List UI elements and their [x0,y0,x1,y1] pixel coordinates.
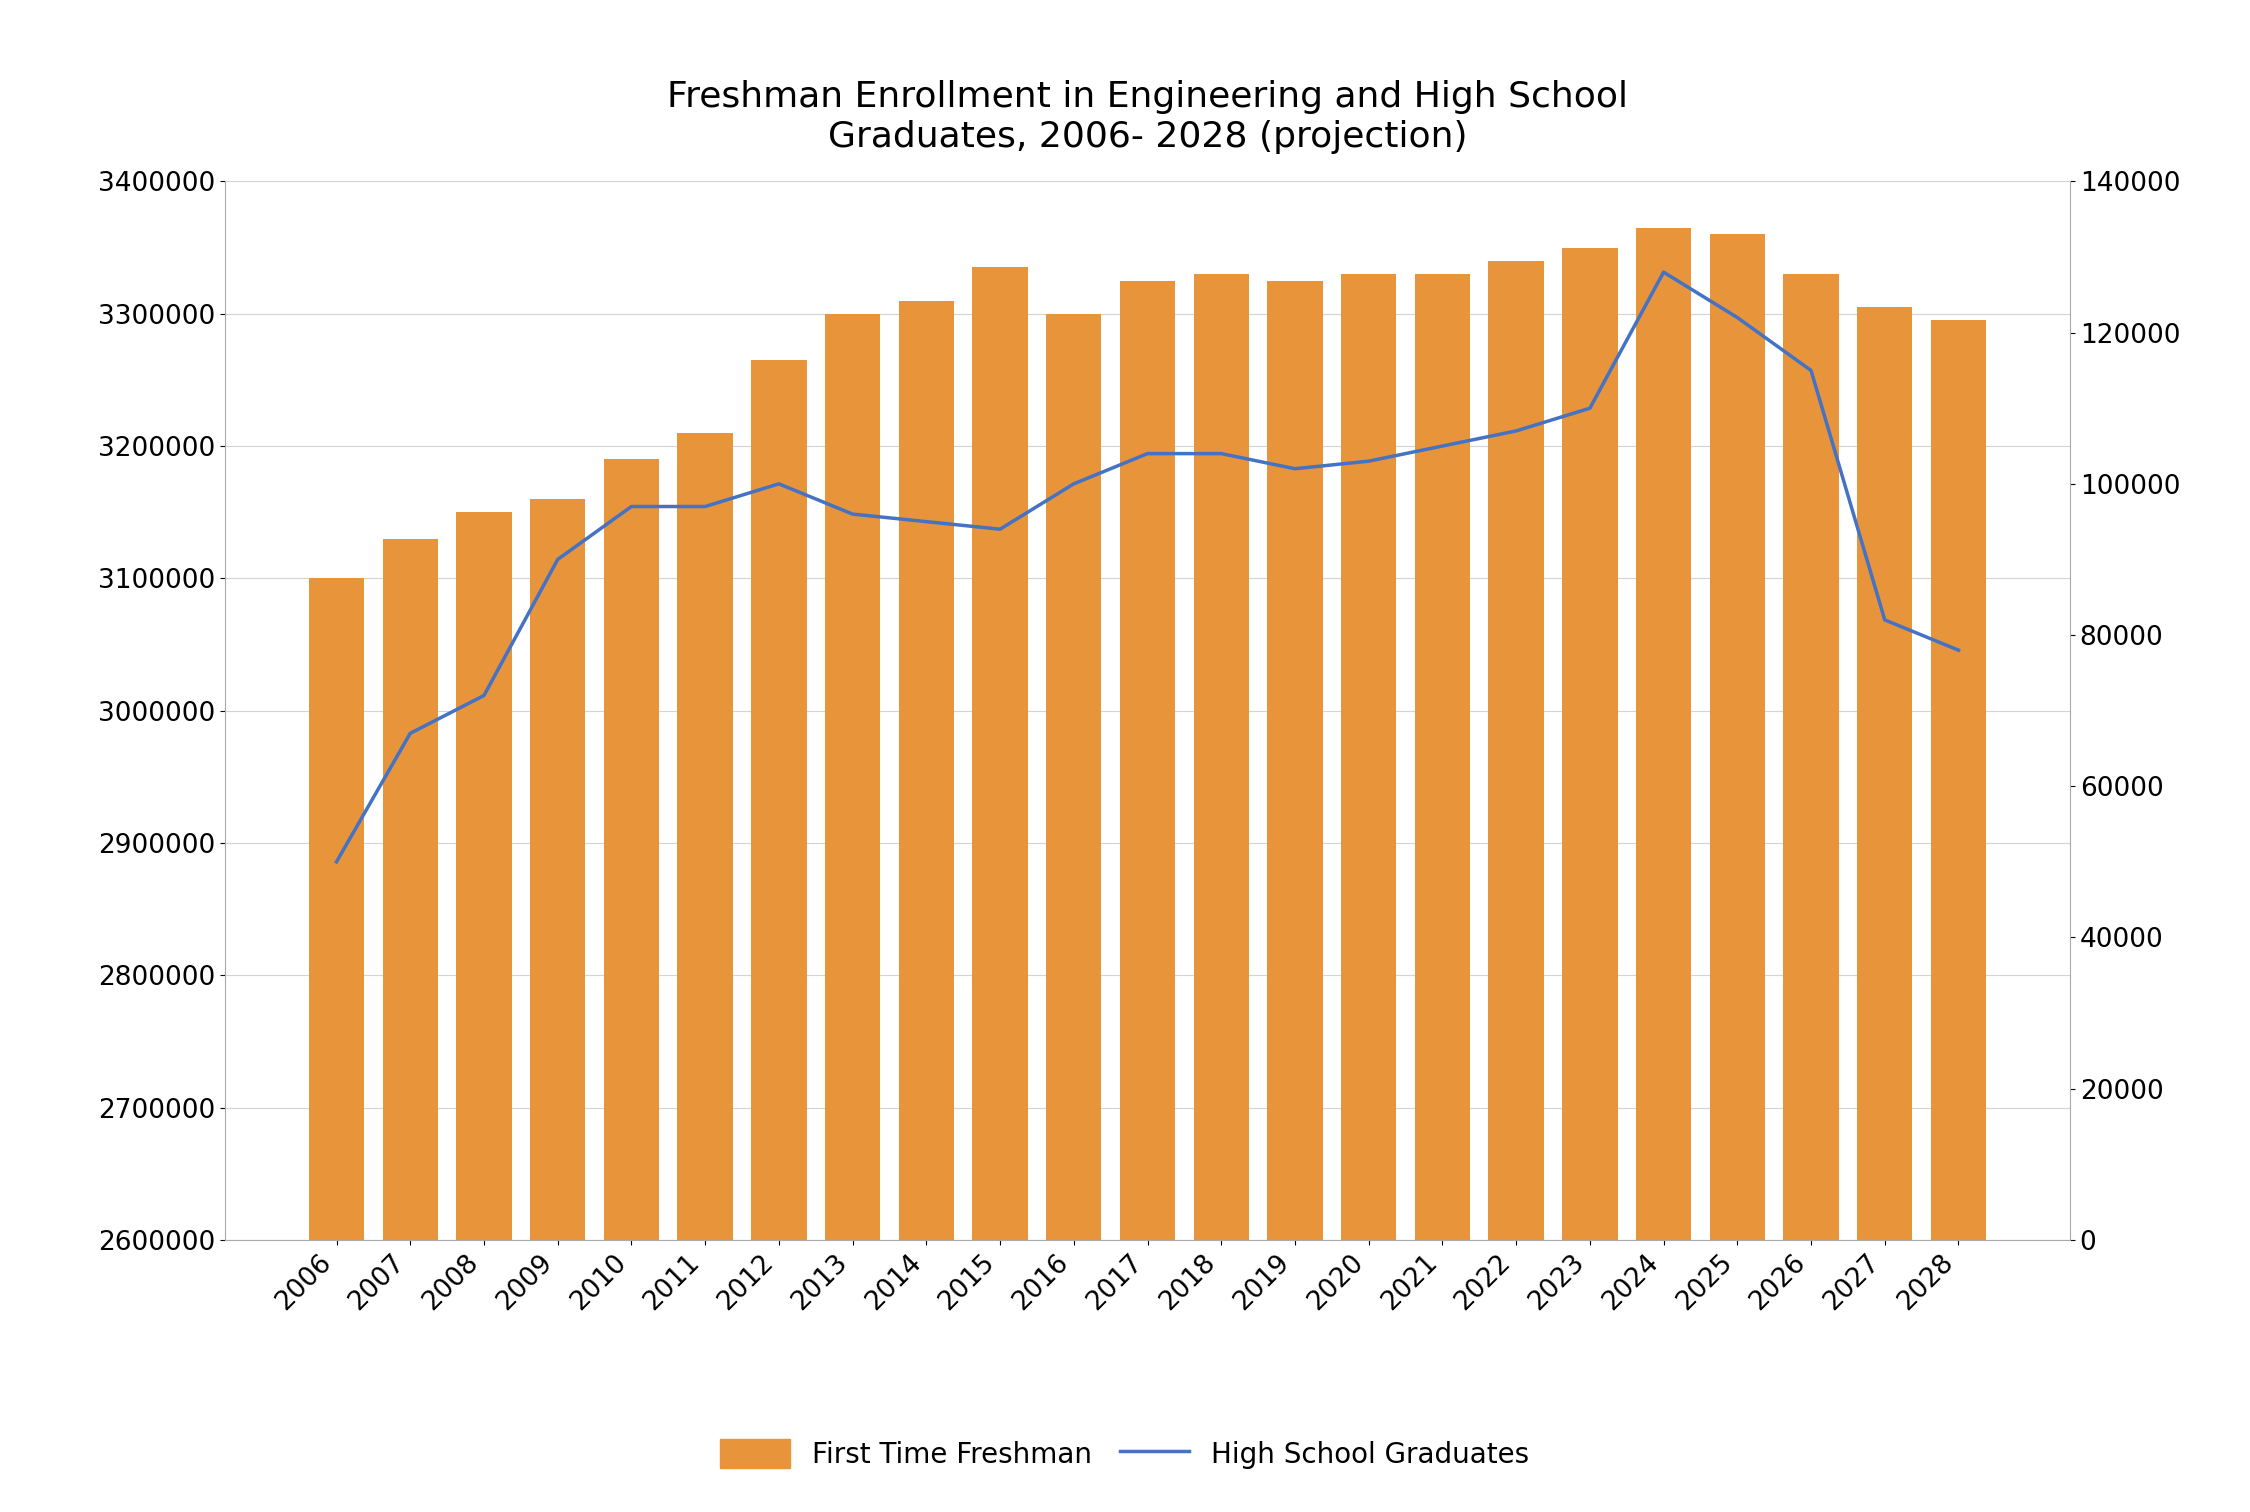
Bar [1930,321,1987,1240]
Bar [308,579,364,1240]
Bar [1490,262,1544,1240]
Bar [1192,274,1249,1240]
Bar [457,513,511,1240]
Title: Freshman Enrollment in Engineering and High School
Graduates, 2006- 2028 (projec: Freshman Enrollment in Engineering and H… [666,80,1629,154]
Bar [898,301,954,1240]
Bar [1267,281,1323,1240]
Bar [752,360,805,1240]
Bar [382,538,439,1240]
Bar [972,268,1028,1240]
Bar [826,314,880,1240]
Bar [1856,307,1912,1240]
Bar [677,432,734,1240]
Bar [1046,314,1102,1240]
Bar [1784,274,1838,1240]
Bar [531,499,585,1240]
Bar [1341,274,1397,1240]
Bar [1636,228,1692,1240]
Bar [1415,274,1469,1240]
Legend: First Time Freshman, High School Graduates: First Time Freshman, High School Graduat… [706,1426,1544,1483]
Bar [1120,281,1174,1240]
Bar [1562,248,1618,1240]
Bar [603,460,659,1240]
Bar [1710,234,1764,1240]
